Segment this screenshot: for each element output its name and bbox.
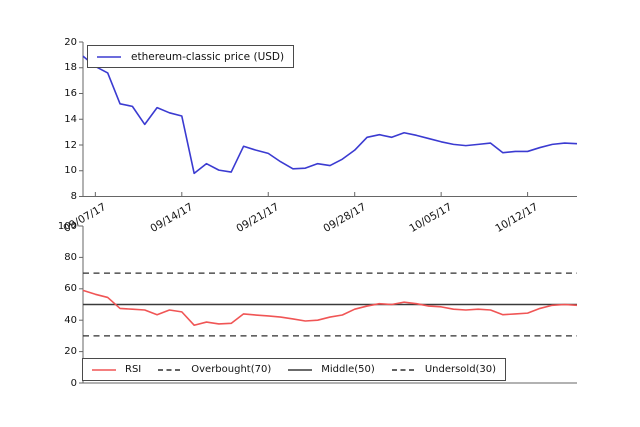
rsi-chart-y-tick-label: 60 — [64, 283, 77, 295]
rsi-chart-y-tick-label: 0 — [70, 377, 77, 389]
price-legend: ethereum-classic price (USD) — [87, 45, 295, 68]
rsi-chart-y-tick-label: 20 — [64, 346, 77, 358]
rsi-line-swatch — [92, 368, 116, 372]
rsi-chart-y-tick-label: 40 — [64, 314, 77, 326]
price-chart-y-tick-label: 12 — [64, 139, 77, 151]
price-chart-y-tick-label: 18 — [64, 62, 77, 74]
rsi-legend-label: RSI — [125, 364, 142, 375]
price-line-swatch — [97, 55, 121, 59]
rsi-chart-y-tick-label: 80 — [64, 251, 77, 263]
price-chart-y-tick-label: 14 — [64, 113, 77, 125]
price-chart-series-line — [82, 55, 578, 175]
undersold-legend-label: Undersold(30) — [424, 364, 497, 375]
rsi-chart-series-line — [82, 289, 578, 327]
overbought-legend-label: Overbought(70) — [191, 364, 272, 375]
price-chart-y-tick-label: 20 — [64, 36, 77, 48]
overbought-legend-item: Overbought(70) — [158, 364, 271, 375]
rsi-legend: RSI Overbought(70) Middle(50) Undersold(… — [82, 358, 507, 381]
price-legend-label: ethereum-classic price (USD) — [131, 50, 285, 63]
undersold-line-swatch — [391, 368, 416, 372]
price-chart-y-tick-label: 16 — [64, 88, 77, 99]
price-chart-y-tick-label: 8 — [70, 191, 77, 202]
price-chart-y-tick-label: 10 — [64, 165, 77, 177]
rsi-legend-item: RSI — [92, 364, 141, 375]
middle-line-swatch — [288, 368, 313, 372]
middle-legend-item: Middle(50) — [288, 364, 375, 375]
overbought-line-swatch — [158, 368, 183, 372]
middle-legend-label: Middle(50) — [321, 364, 375, 375]
undersold-legend-item: Undersold(30) — [391, 364, 497, 375]
rsi-chart-y-tick-label: 100 — [57, 220, 77, 232]
